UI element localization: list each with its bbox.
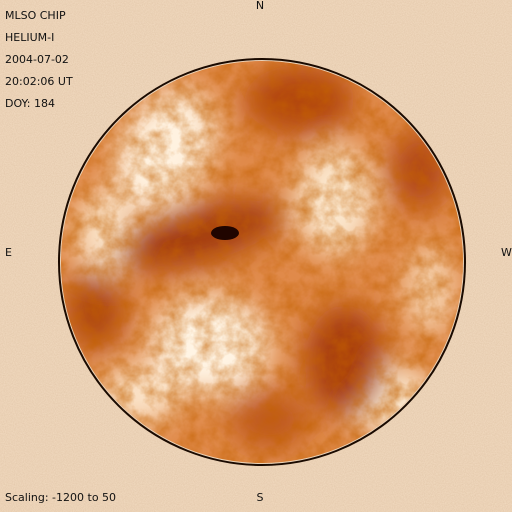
header-line: MLSO CHIP: [5, 9, 66, 22]
compass-south: S: [257, 491, 264, 504]
solar-disk: [61, 61, 463, 463]
header-line: 20:02:06 UT: [5, 75, 73, 88]
compass-north: N: [256, 0, 264, 12]
compass-east: E: [5, 246, 12, 259]
header-line: 2004-07-02: [5, 53, 69, 66]
header-line: DOY: 184: [5, 97, 55, 110]
limb: [58, 58, 466, 466]
compass-west: W: [501, 246, 512, 259]
scaling-label: Scaling: -1200 to 50: [5, 491, 116, 504]
header-line: HELIUM-I: [5, 31, 54, 44]
